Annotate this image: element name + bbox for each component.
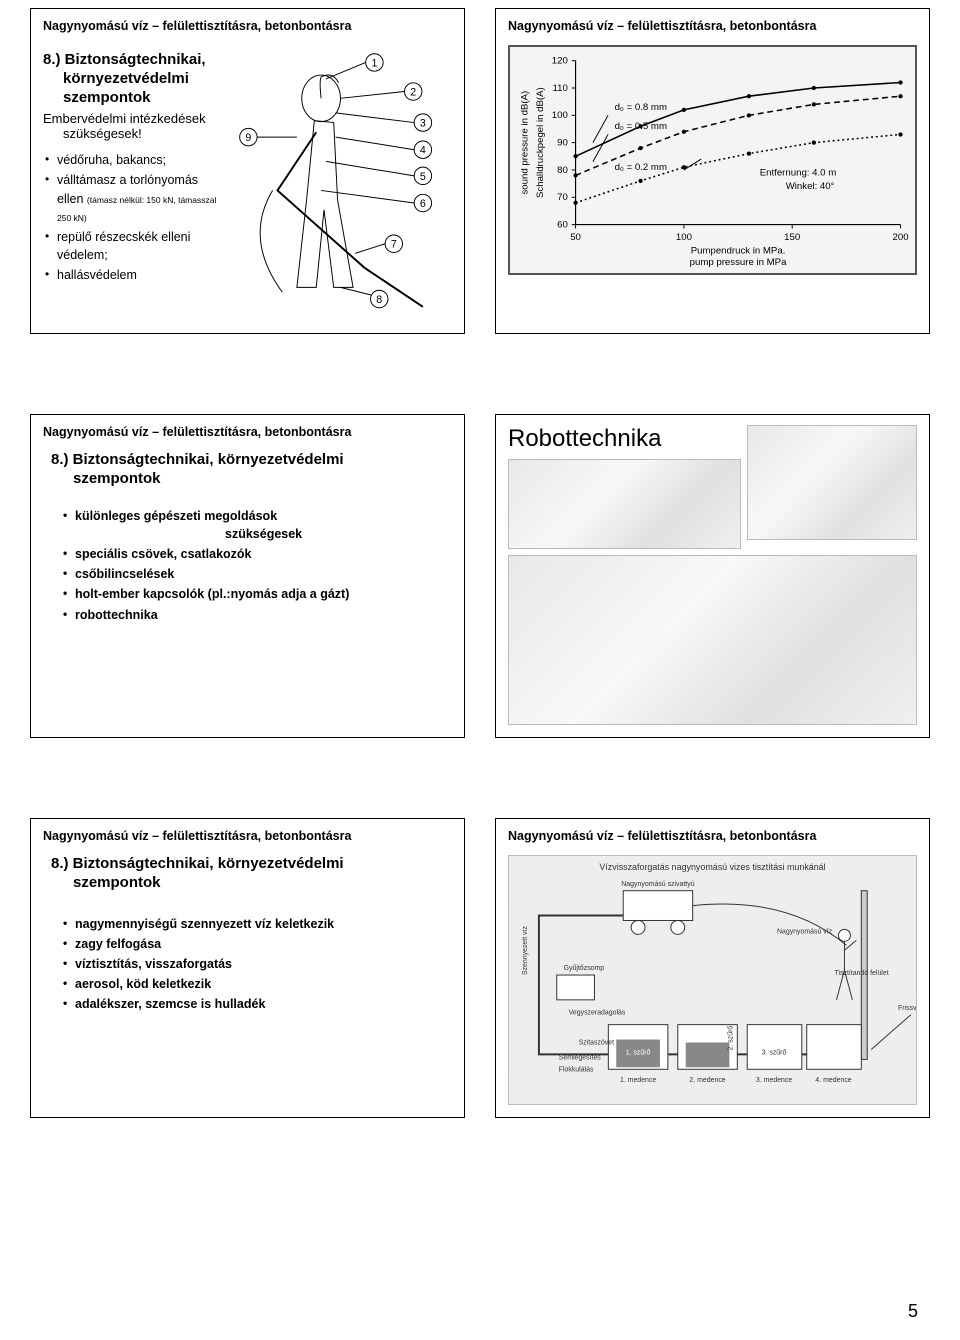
- water-recirculation-diagram: Vízvisszaforgatás nagynyomású vizes tisz…: [508, 855, 917, 1105]
- svg-text:Szitaszövet: Szitaszövet: [579, 1040, 615, 1047]
- slide-title: Nagynyomású víz – felülettisztításra, be…: [43, 829, 452, 843]
- robot-photo-1: [508, 459, 741, 549]
- slide5-bullet-5: adalékszer, szemcse is hulladék: [63, 995, 452, 1013]
- svg-text:3. medence: 3. medence: [756, 1078, 792, 1085]
- svg-text:d₀ = 0.5 mm: d₀ = 0.5 mm: [615, 121, 667, 132]
- robot-photo-3: [508, 555, 917, 725]
- slide3-subtitle-b: szempontok: [51, 470, 161, 487]
- slide-4-robot: Robottechnika: [495, 414, 930, 738]
- svg-text:Semlegesítés: Semlegesítés: [559, 1055, 602, 1062]
- svg-text:150: 150: [784, 232, 800, 243]
- slide-title: Nagynyomású víz – felülettisztításra, be…: [43, 19, 452, 33]
- svg-text:Nagynyomású víz: Nagynyomású víz: [777, 929, 833, 936]
- svg-text:9: 9: [245, 132, 251, 144]
- slide3-bullet-4: holt-ember kapcsolók (pl.:nyomás adja a …: [63, 585, 452, 603]
- slide1-body-b: szükségesek!: [43, 126, 142, 141]
- slide-5: Nagynyomású víz – felülettisztításra, be…: [30, 818, 465, 1118]
- svg-text:Frissvíz pótlás: Frissvíz pótlás: [898, 1005, 916, 1012]
- slide-title: Nagynyomású víz – felülettisztításra, be…: [43, 425, 452, 439]
- svg-text:Vízvisszaforgatás nagynyomású: Vízvisszaforgatás nagynyomású vizes tisz…: [599, 862, 825, 872]
- slide5-bullet-2: zagy felfogása: [63, 935, 452, 953]
- slide-title: Nagynyomású víz – felülettisztításra, be…: [508, 19, 917, 33]
- svg-text:60: 60: [557, 219, 568, 230]
- svg-text:100: 100: [552, 110, 568, 121]
- slide-2-chart: Nagynyomású víz – felülettisztításra, be…: [495, 8, 930, 334]
- svg-text:2. szűrő: 2. szűrő: [727, 1026, 734, 1051]
- svg-text:80: 80: [557, 165, 568, 176]
- svg-text:8: 8: [376, 294, 382, 306]
- slide3-bullet-1: különleges gépészeti megoldások szüksége…: [63, 507, 452, 543]
- svg-text:110: 110: [553, 83, 568, 94]
- robot-title: Robottechnika: [508, 425, 741, 453]
- slide1-subtitle-a: 8.) Biztonságtechnikai,: [43, 51, 206, 68]
- slide-title: Nagynyomású víz – felülettisztításra, be…: [508, 829, 917, 843]
- svg-text:2. medence: 2. medence: [689, 1078, 725, 1085]
- slide-1: Nagynyomású víz – felülettisztításra, be…: [30, 8, 465, 334]
- svg-text:1. szűrő: 1. szűrő: [626, 1050, 651, 1057]
- robot-photo-2: [747, 425, 917, 540]
- svg-text:Entfernung: 4.0 m: Entfernung: 4.0 m: [760, 167, 837, 178]
- svg-text:3: 3: [420, 117, 426, 129]
- svg-text:Flokkulálás: Flokkulálás: [559, 1067, 594, 1074]
- svg-text:d₀ = 0.2 mm: d₀ = 0.2 mm: [615, 162, 667, 173]
- slide3-subtitle-a: 8.) Biztonságtechnikai, környezetvédelmi: [51, 451, 344, 468]
- svg-text:90: 90: [557, 138, 568, 149]
- page: Nagynyomású víz – felülettisztításra, be…: [0, 0, 960, 1340]
- slide5-subtitle-a: 8.) Biztonságtechnikai, környezetvédelmi: [51, 855, 344, 872]
- slide5-bullet-4: aerosol, köd keletkezik: [63, 975, 452, 993]
- svg-text:Schalldruckpegel in dB(A): Schalldruckpegel in dB(A): [535, 87, 546, 198]
- svg-text:100: 100: [676, 232, 692, 243]
- slide-6-schematic: Nagynyomású víz – felülettisztításra, be…: [495, 818, 930, 1118]
- slide1-bullet-1: védőruha, bakancs;: [45, 151, 223, 169]
- slide5-subtitle-b: szempontok: [51, 874, 161, 891]
- slide3-bullet-3: csőbilincselések: [63, 565, 452, 583]
- svg-text:4. medence: 4. medence: [815, 1078, 851, 1085]
- svg-text:70: 70: [557, 192, 568, 203]
- svg-text:120: 120: [552, 56, 568, 67]
- svg-text:5: 5: [420, 171, 426, 183]
- svg-text:4: 4: [420, 145, 426, 157]
- slide1-bullet-2: válltámasz a torlónyomás ellen (támasz n…: [45, 171, 223, 225]
- slide1-bullet-3: repülő részecskék elleni védelem;: [45, 228, 223, 264]
- slide5-bullet-3: víztisztítás, visszaforgatás: [63, 955, 452, 973]
- svg-text:Vegyszeradagolás: Vegyszeradagolás: [569, 1010, 626, 1017]
- svg-text:6: 6: [420, 198, 426, 210]
- svg-text:d₀ = 0.8 mm: d₀ = 0.8 mm: [615, 102, 667, 113]
- svg-text:pump pressure in MPa: pump pressure in MPa: [690, 257, 787, 268]
- svg-text:Szennyezett víz: Szennyezett víz: [522, 926, 529, 976]
- svg-text:3. szűrő: 3. szűrő: [762, 1050, 787, 1057]
- svg-text:7: 7: [391, 239, 397, 251]
- svg-text:sound pressure in dB(A): sound pressure in dB(A): [519, 91, 530, 195]
- row-1: Nagynyomású víz – felülettisztításra, be…: [30, 8, 930, 334]
- slide1-subtitle-b: környezetvédelmi: [43, 70, 189, 87]
- slide3-bullet-2: speciális csövek, csatlakozók: [63, 545, 452, 563]
- svg-text:2: 2: [410, 86, 416, 98]
- svg-text:1. medence: 1. medence: [620, 1078, 656, 1085]
- row-2: Nagynyomású víz – felülettisztításra, be…: [30, 414, 930, 738]
- svg-text:200: 200: [893, 232, 909, 243]
- row-3: Nagynyomású víz – felülettisztításra, be…: [30, 818, 930, 1118]
- slide1-body-a: Embervédelmi intézkedések: [43, 111, 206, 126]
- page-number: 5: [908, 1301, 918, 1322]
- svg-text:1: 1: [371, 57, 377, 69]
- svg-text:50: 50: [570, 232, 581, 243]
- svg-text:Pumpendruck in MPa.: Pumpendruck in MPa.: [691, 246, 786, 257]
- slide1-bullet-4: hallásvédelem: [45, 266, 223, 284]
- slide-3: Nagynyomású víz – felülettisztításra, be…: [30, 414, 465, 738]
- operator-diagram: 1 2 3 4 5 6 7 8 9: [229, 45, 452, 316]
- slide1-subtitle-c: szempontok: [43, 89, 151, 106]
- svg-text:Gyűjtőzsomp: Gyűjtőzsomp: [564, 966, 605, 973]
- svg-text:Winkel: 40°: Winkel: 40°: [786, 181, 835, 192]
- slide5-bullet-1: nagymennyiségű szennyezett víz keletkezi…: [63, 915, 452, 933]
- svg-text:Nagynyomású szivattyú: Nagynyomású szivattyú: [621, 881, 694, 888]
- slide3-bullet-5: robottechnika: [63, 606, 452, 624]
- sound-pressure-chart: 60 70 80 90 100 110 120 50 100 150 200 sound pressu…: [508, 45, 917, 275]
